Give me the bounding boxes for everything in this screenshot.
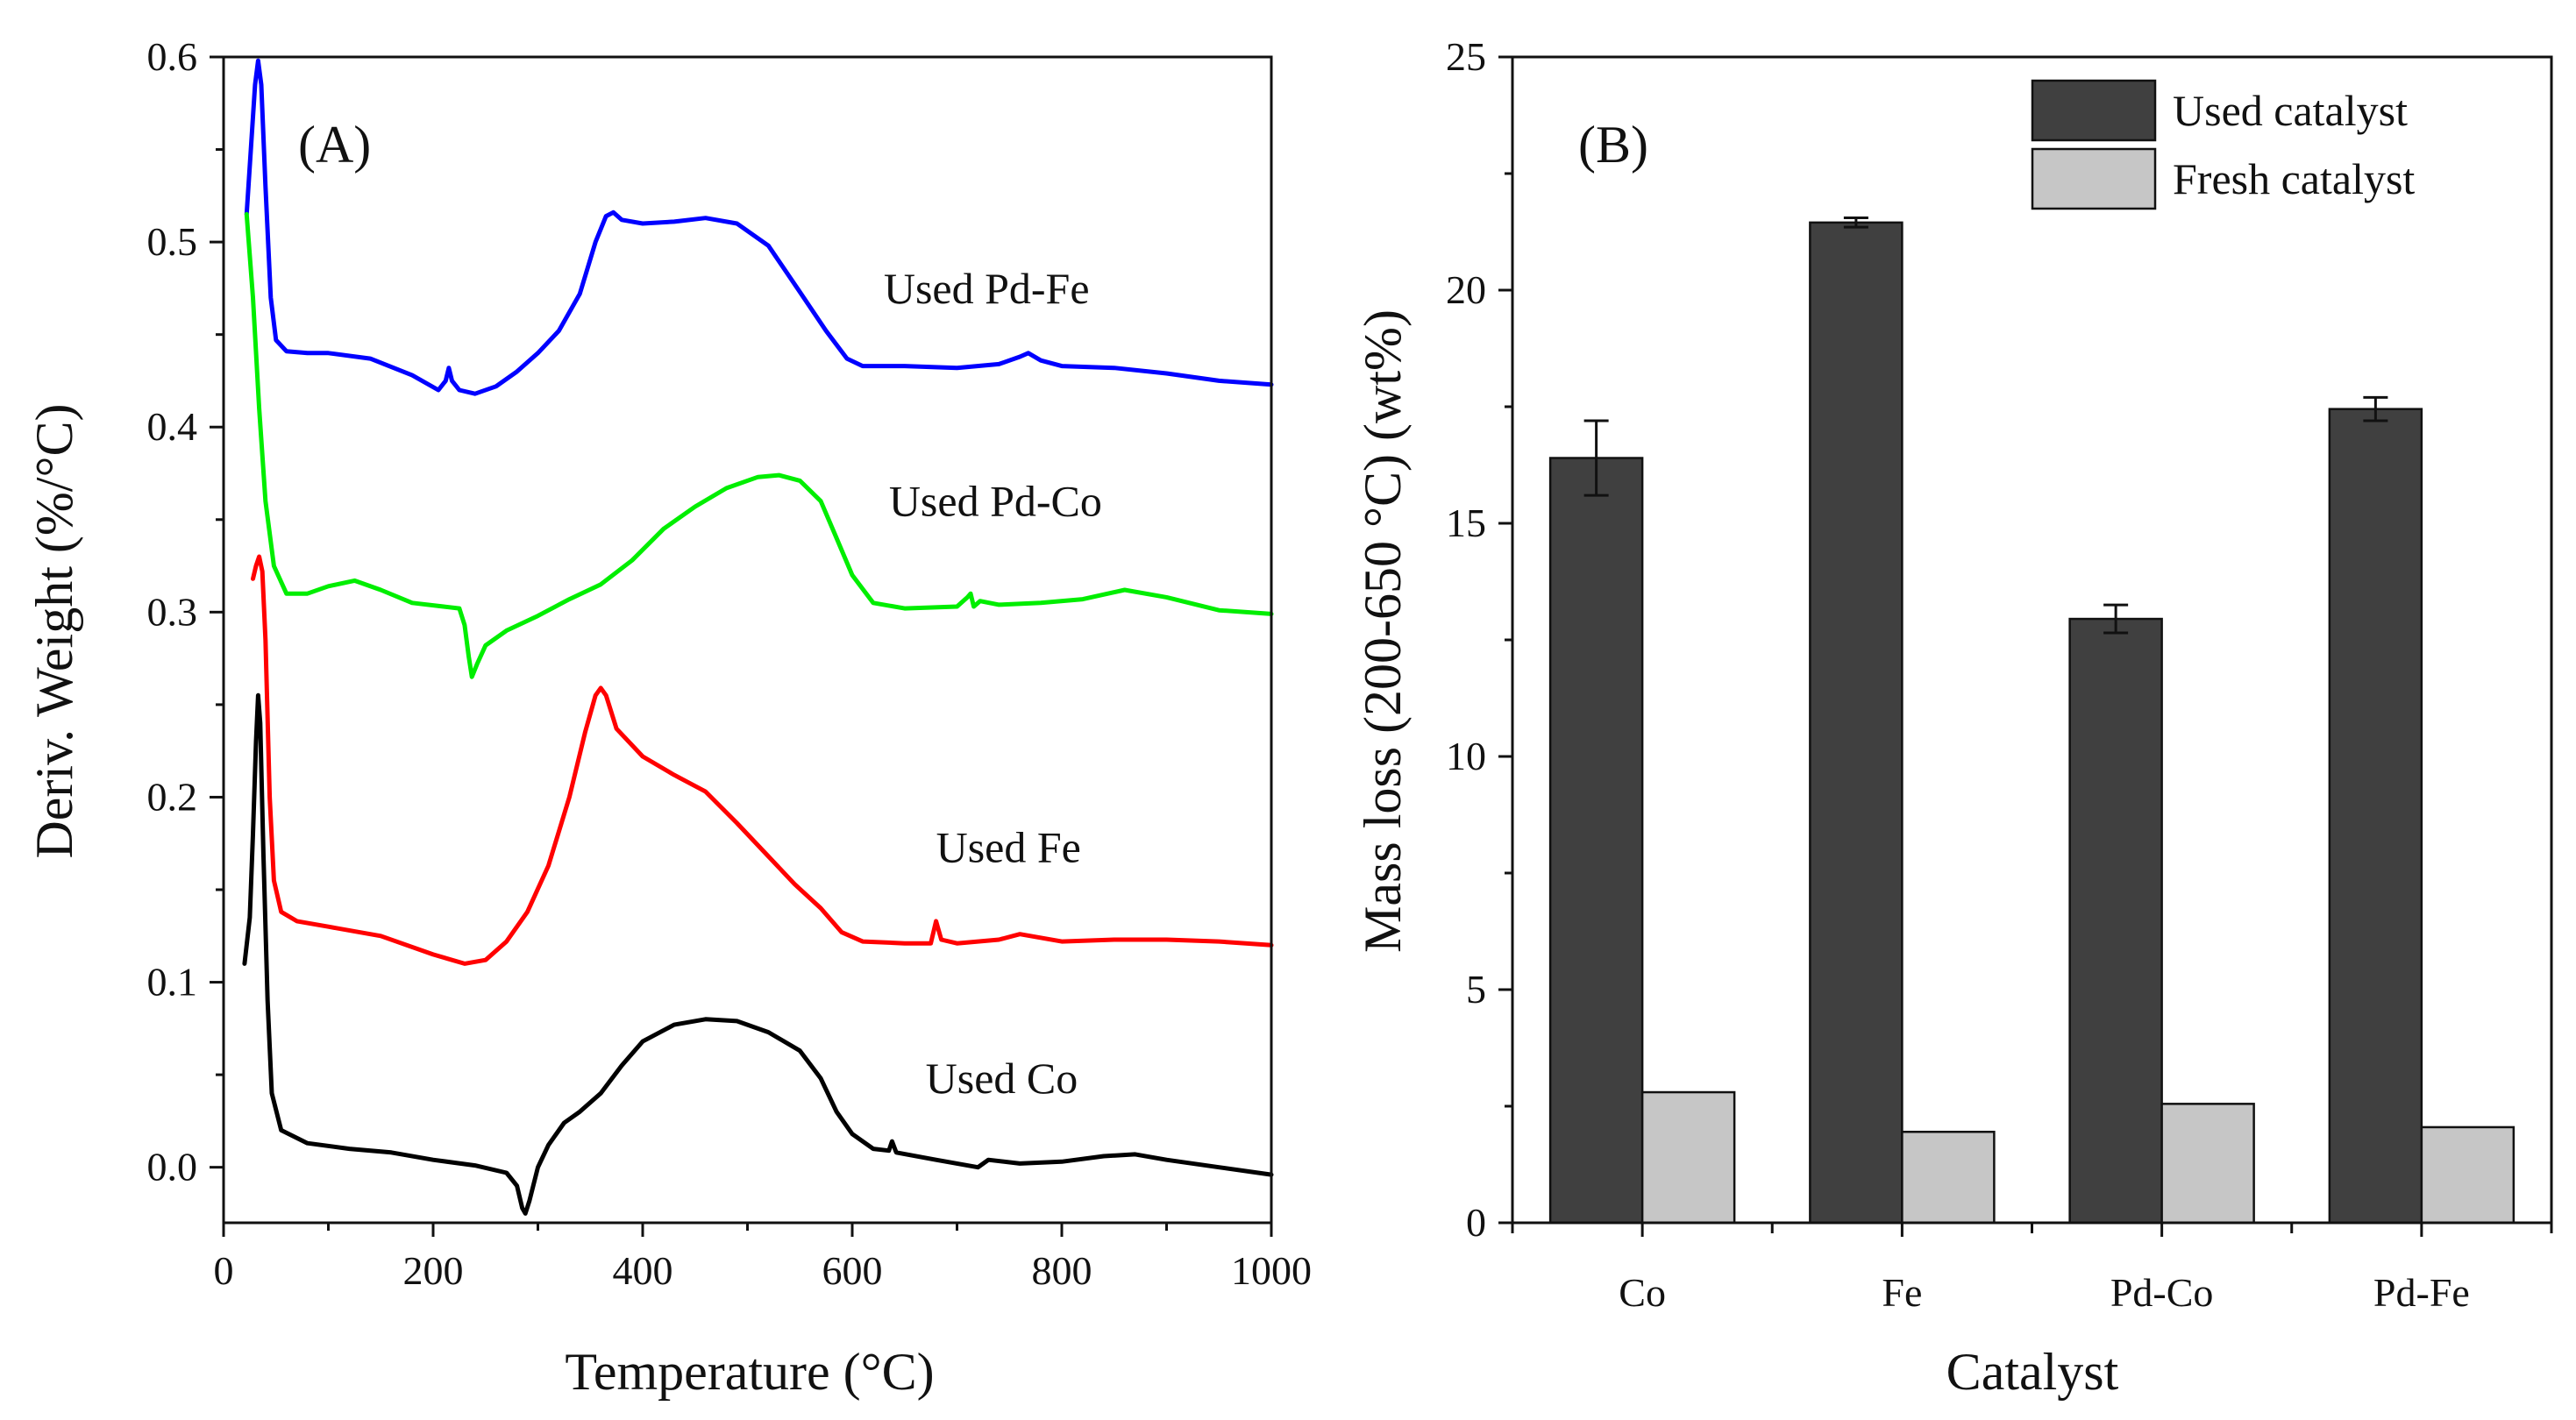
panel-b-bars-group bbox=[1548, 217, 2516, 1225]
bar-used-catalyst-pd-fe bbox=[2328, 408, 2423, 1225]
x-tick-label: 200 bbox=[403, 1248, 464, 1293]
bar-fresh-catalyst-fe bbox=[1901, 1131, 1996, 1225]
series-line-used-fe bbox=[251, 554, 1274, 966]
category-label-pd-co: Pd-Co bbox=[2110, 1270, 2214, 1315]
y-tick-label: 0.6 bbox=[147, 34, 198, 79]
panel-b-axes: 0 5 10 15 20 25 Co Fe Pd-Co Pd-Fe bbox=[1446, 34, 2553, 1315]
y-tick-label: 0.5 bbox=[147, 219, 198, 264]
x-tick-label: 0 bbox=[214, 1248, 234, 1293]
y-tick-label: 15 bbox=[1446, 501, 1486, 545]
panel-a-line-chart: (A) Used Pd-Fe Used Pd-Co Used Fe Used Co 0… bbox=[25, 34, 1312, 1401]
panel-b-legend: Used catalyst Fresh catalyst bbox=[2031, 79, 2415, 210]
x-tick-label: 800 bbox=[1032, 1248, 1092, 1293]
legend-label-fresh-catalyst: Fresh catalyst bbox=[2173, 154, 2415, 203]
y-tick-label: 0.0 bbox=[147, 1145, 198, 1189]
y-tick-label: 5 bbox=[1466, 967, 1486, 1012]
y-tick-label: 0.1 bbox=[147, 960, 198, 1005]
series-line-used-co bbox=[242, 692, 1274, 1216]
y-tick-label: 25 bbox=[1446, 34, 1486, 79]
bar-used-catalyst-fe bbox=[1809, 221, 1904, 1225]
y-tick-label: 20 bbox=[1446, 267, 1486, 312]
category-label-fe: Fe bbox=[1882, 1270, 1922, 1315]
series-label-used-co: Used Co bbox=[926, 1054, 1078, 1103]
legend-swatch-used-catalyst bbox=[2031, 79, 2157, 142]
series-line-used-pd-co bbox=[244, 211, 1274, 679]
panel-a-y-axis-title: Deriv. Weight (%/°C) bbox=[25, 403, 83, 858]
series-label-used-pd-fe: Used Pd-Fe bbox=[884, 264, 1090, 313]
legend-swatch-fresh-catalyst bbox=[2031, 147, 2157, 210]
panel-b-label: (B) bbox=[1578, 116, 1648, 174]
panel-a-series-group: Used Pd-Fe Used Pd-Co Used Fe Used Co bbox=[242, 58, 1274, 1216]
panel-b-y-axis-title: Mass loss (200-650 °C) (wt%) bbox=[1354, 309, 1412, 953]
y-tick-label: 10 bbox=[1446, 734, 1486, 778]
panel-a-label: (A) bbox=[298, 116, 371, 174]
bar-fresh-catalyst-pd-co bbox=[2160, 1103, 2255, 1225]
legend-label-used-catalyst: Used catalyst bbox=[2173, 86, 2408, 135]
panel-a-x-axis-title: Temperature (°C) bbox=[565, 1343, 934, 1401]
bar-used-catalyst-co bbox=[1548, 457, 1644, 1225]
panel-a-axes: 0 200 400 600 800 1000 0.0 0.1 0.2 0.3 0.4 0.5 0.6 bbox=[147, 34, 1313, 1293]
x-tick-label: 600 bbox=[822, 1248, 883, 1293]
x-tick-label: 400 bbox=[613, 1248, 673, 1293]
panel-b-bar-chart: (B) 0 5 10 15 20 25 Co Fe Pd-Co Pd-Fe Used cataly… bbox=[1354, 34, 2553, 1401]
series-label-used-fe: Used Fe bbox=[936, 822, 1081, 871]
y-tick-label: 0 bbox=[1466, 1200, 1486, 1245]
series-label-used-pd-co: Used Pd-Co bbox=[889, 477, 1102, 526]
bar-used-catalyst-pd-co bbox=[2068, 617, 2163, 1225]
bar-fresh-catalyst-co bbox=[1640, 1090, 1736, 1225]
y-tick-label: 0.2 bbox=[147, 774, 198, 819]
x-tick-label: 1000 bbox=[1231, 1248, 1312, 1293]
series-line-used-pd-fe bbox=[244, 58, 1274, 396]
panel-b-x-axis-title: Catalyst bbox=[1946, 1343, 2119, 1401]
y-tick-label: 0.4 bbox=[147, 404, 198, 449]
bar-fresh-catalyst-pd-fe bbox=[2420, 1125, 2516, 1225]
category-label-pd-fe: Pd-Fe bbox=[2373, 1270, 2470, 1315]
y-tick-label: 0.3 bbox=[147, 589, 198, 634]
category-label-co: Co bbox=[1619, 1270, 1666, 1315]
